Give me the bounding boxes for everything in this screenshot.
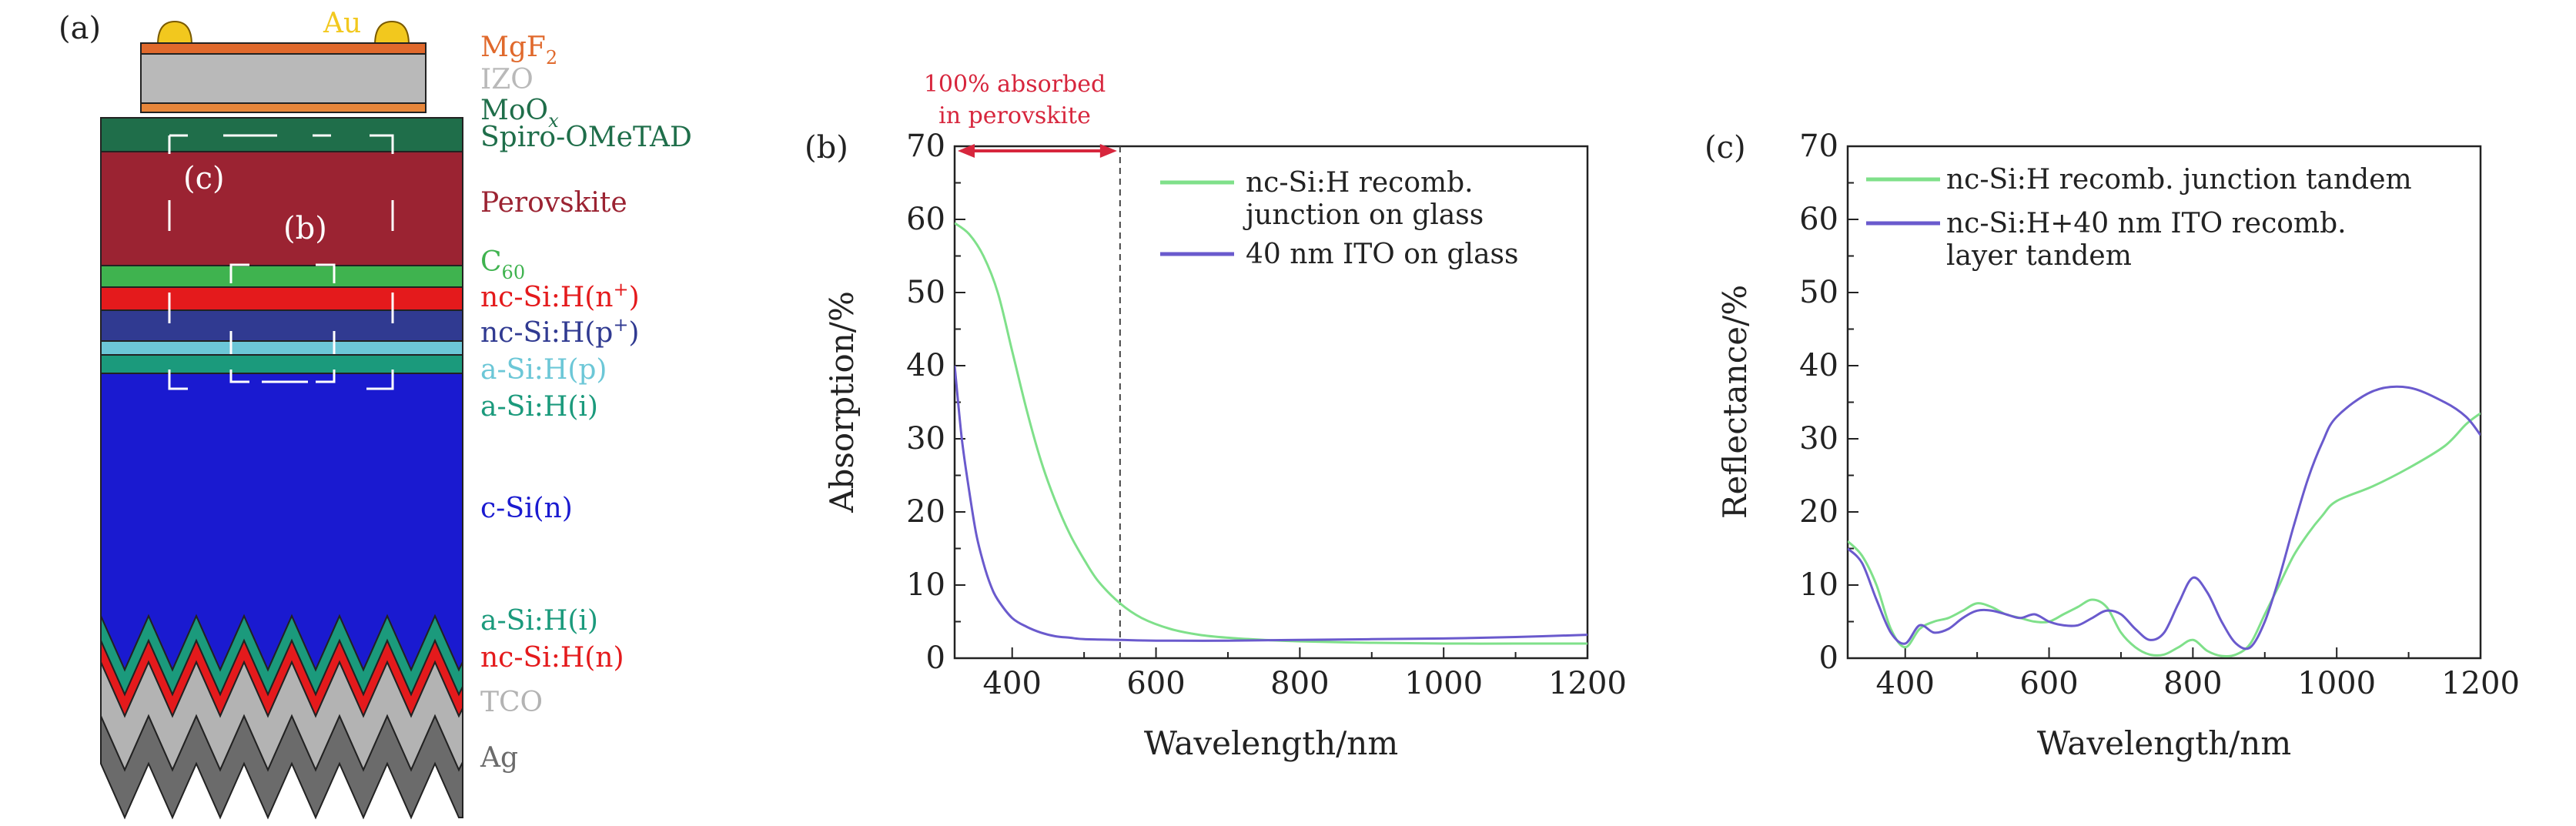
legend-label-b-1: 40 nm ITO on glass xyxy=(1246,239,1518,270)
y-tick-label: 30 xyxy=(1799,421,1838,456)
izo-layer xyxy=(140,53,427,104)
chart-b-xlabel: Wavelength/nm xyxy=(1144,724,1398,762)
layer-label-mgf2: MgF2 xyxy=(480,32,557,69)
annotation-line-1: 100% absorbed xyxy=(924,71,1106,98)
y-tick-label: 0 xyxy=(1819,640,1838,676)
top-contact xyxy=(140,20,427,113)
chart-c-xlabel: Wavelength/nm xyxy=(2037,724,2291,762)
y-tick-label: 40 xyxy=(1799,348,1838,383)
layer-label-spiro: Spiro-OMeTAD xyxy=(480,122,692,153)
y-tick-label: 10 xyxy=(906,567,945,603)
y-tick-label: 20 xyxy=(906,494,945,530)
layer-label-moox: MoOx xyxy=(480,95,559,132)
spiro-layer xyxy=(100,117,463,152)
chart-b-annotation: 100% absorbed in perovskite xyxy=(924,71,1117,158)
nc-si-p-plus-layer xyxy=(100,309,463,342)
x-tick-label: 800 xyxy=(2163,666,2222,701)
layer-label-c60: C60 xyxy=(480,246,525,283)
chart-c-ticks: 400 600 800 1000 1200 0 10 20 30 40 50 60 70 xyxy=(1799,129,2520,701)
chart-c-legend: nc-Si:H recomb. junction tandem nc-Si:H+… xyxy=(1866,164,2412,272)
y-tick-label: 40 xyxy=(906,348,945,383)
x-tick-label: 400 xyxy=(1876,666,1935,701)
a-si-p-layer xyxy=(100,340,463,356)
chart-b-series xyxy=(955,222,1587,645)
layer-label-ag: Ag xyxy=(480,742,518,774)
layer-label-izo: IZO xyxy=(480,64,534,95)
zoom-box-c xyxy=(168,134,394,390)
c60-layer xyxy=(100,265,463,288)
legend-label-b-0: nc-Si:H recomb. junction on glass xyxy=(1243,167,1484,231)
series-line-c-1 xyxy=(1848,385,2481,650)
series-line-b-1 xyxy=(955,365,1587,642)
nc-si-n-plus-layer xyxy=(100,286,463,311)
layer-label-au: Au xyxy=(323,8,361,39)
x-tick-label: 1200 xyxy=(2441,666,2520,701)
layer-labels: Au MgF2 IZO MoOx Spiro-OMeTAD Perovskite… xyxy=(323,8,692,774)
chart-b-panel-label: (b) xyxy=(805,130,848,166)
a-si-i-layer xyxy=(100,354,463,374)
chart-c-panel-label: (c) xyxy=(1705,130,1746,166)
layer-label-nc-si-p-plus: nc-Si:H(p+) xyxy=(480,314,639,349)
annotation-arrowhead-left xyxy=(958,144,975,158)
c-si-wafer xyxy=(100,373,463,672)
perovskite-layer xyxy=(100,151,463,266)
y-tick-label: 70 xyxy=(906,129,945,164)
chart-b-ticks: 400 600 800 1000 1200 0 10 20 30 40 50 60 70 xyxy=(906,129,1627,701)
chart-b: (b) 400 600 800 1000 1200 0 10 20 30 40 50 60 70 Wav… xyxy=(805,71,1627,762)
chart-c-series xyxy=(1848,385,2481,658)
series-line-c-0 xyxy=(1848,412,2481,658)
panel-a-label: (a) xyxy=(59,11,101,46)
x-tick-label: 1000 xyxy=(1404,666,1483,701)
x-tick-label: 1200 xyxy=(1548,666,1627,701)
x-tick-label: 1000 xyxy=(2297,666,2376,701)
layer-label-a-si-i-rear: a-Si:H(i) xyxy=(480,605,598,637)
panel-a-device-stack: (a) xyxy=(59,8,692,820)
y-tick-label: 60 xyxy=(906,202,945,237)
zoom-label-c: (c) xyxy=(183,161,225,196)
y-tick-label: 30 xyxy=(906,421,945,456)
moox-layer xyxy=(140,102,427,113)
layer-label-a-si-p: a-Si:H(p) xyxy=(480,354,607,386)
chart-c: (c) 400 600 800 1000 1200 0 10 20 30 40 50 60 70 Wav… xyxy=(1705,129,2520,762)
x-tick-label: 600 xyxy=(1126,666,1185,701)
y-tick-label: 70 xyxy=(1799,129,1838,164)
annotation-line-2: in perovskite xyxy=(938,102,1091,129)
y-tick-label: 0 xyxy=(926,640,945,676)
annotation-arrowhead-right xyxy=(1099,144,1117,158)
zoom-box-b xyxy=(229,263,336,383)
layer-label-nc-si-n-plus: nc-Si:H(n+) xyxy=(480,279,640,313)
y-tick-label: 50 xyxy=(1799,275,1838,310)
layer-label-tco: TCO xyxy=(480,687,543,718)
au-finger-right xyxy=(373,20,410,45)
y-tick-label: 50 xyxy=(906,275,945,310)
y-tick-label: 60 xyxy=(1799,202,1838,237)
chart-b-ylabel: Absorption/% xyxy=(823,291,861,513)
chart-b-legend: nc-Si:H recomb. junction on glass 40 nm I… xyxy=(1160,167,1518,270)
y-tick-label: 20 xyxy=(1799,494,1838,530)
zoom-label-b: (b) xyxy=(283,211,327,246)
layer-label-perovskite: Perovskite xyxy=(480,187,627,219)
legend-label-c-1: nc-Si:H+40 nm ITO recomb. layer tandem xyxy=(1946,208,2347,272)
layer-label-c-si: c-Si(n) xyxy=(480,493,573,524)
layer-label-a-si-i: a-Si:H(i) xyxy=(480,391,598,423)
series-line-b-0 xyxy=(955,222,1587,645)
layer-label-nc-si-n: nc-Si:H(n) xyxy=(480,642,624,674)
au-finger-left xyxy=(156,20,193,45)
legend-label-c-0: nc-Si:H recomb. junction tandem xyxy=(1946,164,2412,196)
y-tick-label: 10 xyxy=(1799,567,1838,603)
chart-c-ylabel: Reflectance/% xyxy=(1716,285,1754,519)
x-tick-label: 400 xyxy=(983,666,1042,701)
x-tick-label: 800 xyxy=(1270,666,1329,701)
x-tick-label: 600 xyxy=(2019,666,2078,701)
mgf2-layer xyxy=(140,42,427,55)
